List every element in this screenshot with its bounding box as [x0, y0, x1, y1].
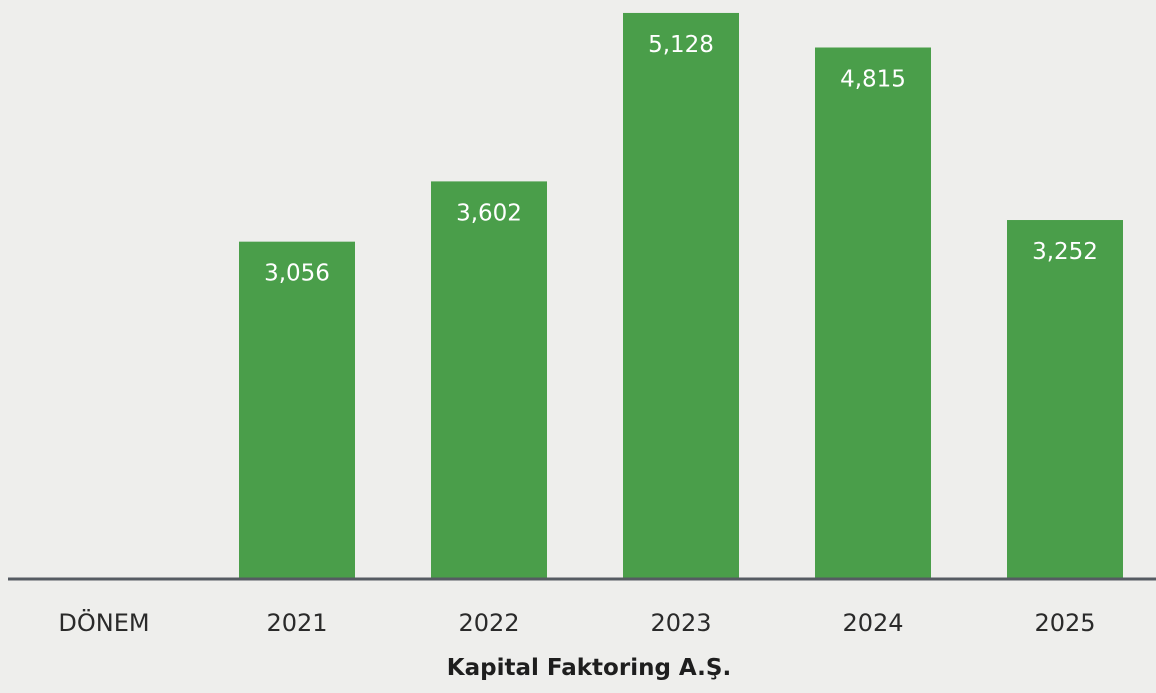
category-axis-label: DÖNEM — [58, 608, 149, 637]
bar-2021 — [239, 241, 355, 579]
category-label-group: 2021 2022 2023 2024 2025 — [266, 609, 1095, 637]
category-label-2021: 2021 — [266, 609, 327, 637]
category-label-2022: 2022 — [458, 609, 519, 637]
bar-group — [239, 12, 1123, 580]
category-label-2023: 2023 — [650, 609, 711, 637]
bar-2022 — [431, 181, 547, 579]
category-label-2024: 2024 — [842, 609, 903, 637]
chart-title: Kapital Faktoring A.Ş. — [447, 655, 731, 681]
value-label-2025: 3,252 — [1032, 239, 1098, 265]
value-label-2024: 4,815 — [840, 66, 906, 92]
category-label-2025: 2025 — [1034, 609, 1095, 637]
value-label-2023: 5,128 — [648, 32, 714, 58]
bar-2023 — [623, 12, 739, 579]
value-label-2022: 3,602 — [456, 200, 522, 226]
value-label-group: 3,056 3,602 5,128 4,815 3,252 — [264, 32, 1098, 287]
bar-2024 — [815, 47, 931, 580]
value-label-2021: 3,056 — [264, 261, 330, 287]
bar-2025 — [1007, 220, 1123, 579]
